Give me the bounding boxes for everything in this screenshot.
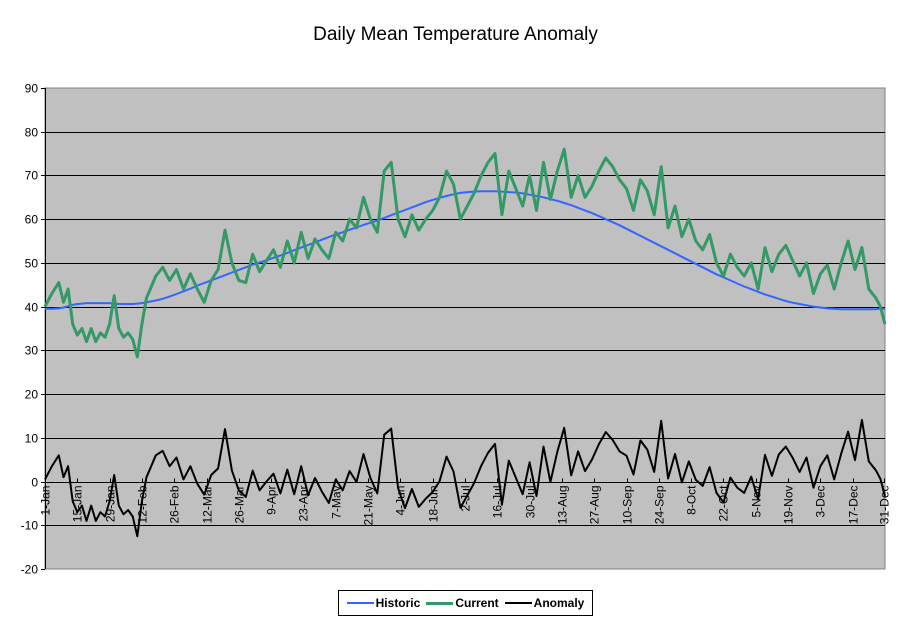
legend-swatch-anomaly — [504, 602, 532, 604]
legend-label-anomaly: Anomaly — [533, 596, 585, 610]
series-anomaly-line — [44, 418, 886, 538]
y-tick-label: 20 — [25, 388, 39, 402]
chart-title: Daily Mean Temperature Anomaly — [313, 24, 598, 45]
x-tick-label: 1-Jan — [39, 486, 53, 516]
x-tick-label: 27-Aug — [588, 486, 602, 525]
y-tick-label: -20 — [21, 563, 39, 577]
x-tick-label: 21-May — [362, 486, 376, 526]
x-tick-label: 10-Sep — [621, 485, 635, 524]
x-tick-label: 24-Sep — [653, 485, 667, 524]
y-tick-label: 50 — [25, 257, 39, 271]
legend-item-anomaly: Anomaly — [504, 596, 585, 610]
y-tick-label: 30 — [25, 344, 39, 358]
x-tick-label: 3-Dec — [814, 486, 828, 518]
x-tick-label: 17-Dec — [847, 486, 861, 525]
y-tick-label: 90 — [25, 82, 39, 96]
legend-item-historic: Historic — [346, 596, 421, 610]
series-current-line — [43, 147, 887, 359]
legend-item-current: Current — [426, 596, 499, 610]
legend-swatch-current — [426, 601, 454, 605]
series-historic-line — [45, 190, 885, 311]
y-tick-label: 70 — [25, 169, 39, 183]
x-tick-label: 12-Feb — [136, 485, 150, 523]
x-tick-label: 13-Aug — [556, 486, 570, 525]
legend: Historic Current Anomaly — [338, 590, 593, 616]
legend-label-current: Current — [455, 596, 499, 610]
x-tick-label: 30-Jul — [524, 486, 538, 519]
x-tick-label: 8-Oct — [685, 485, 699, 515]
series-layer — [43, 147, 887, 538]
y-axis: -20 -10 0 10 20 30 40 50 60 70 80 90 — [21, 82, 46, 577]
legend-label-historic: Historic — [375, 596, 421, 610]
legend-swatch-historic — [346, 602, 374, 604]
x-tick-label: 15-Jan — [71, 486, 85, 523]
x-tick-label: 31-Dec — [878, 486, 892, 525]
x-tick-label: 7-May — [330, 486, 344, 519]
y-tick-label: 0 — [31, 476, 38, 490]
x-tick-label: 19-Nov — [782, 486, 796, 525]
y-tick-label: -10 — [21, 519, 39, 533]
x-tick-label: 26-Feb — [168, 485, 182, 523]
y-tick-label: 40 — [25, 301, 39, 315]
x-tick-label: 23-Apr — [297, 486, 311, 522]
x-tick-label: 5-Nov — [750, 486, 764, 518]
x-tick-label: 4-Jun — [394, 486, 408, 516]
y-tick-label: 60 — [25, 213, 39, 227]
x-tick-label: 9-Apr — [265, 485, 279, 514]
y-tick-label: 80 — [25, 126, 39, 140]
y-tick-label: 10 — [25, 432, 39, 446]
